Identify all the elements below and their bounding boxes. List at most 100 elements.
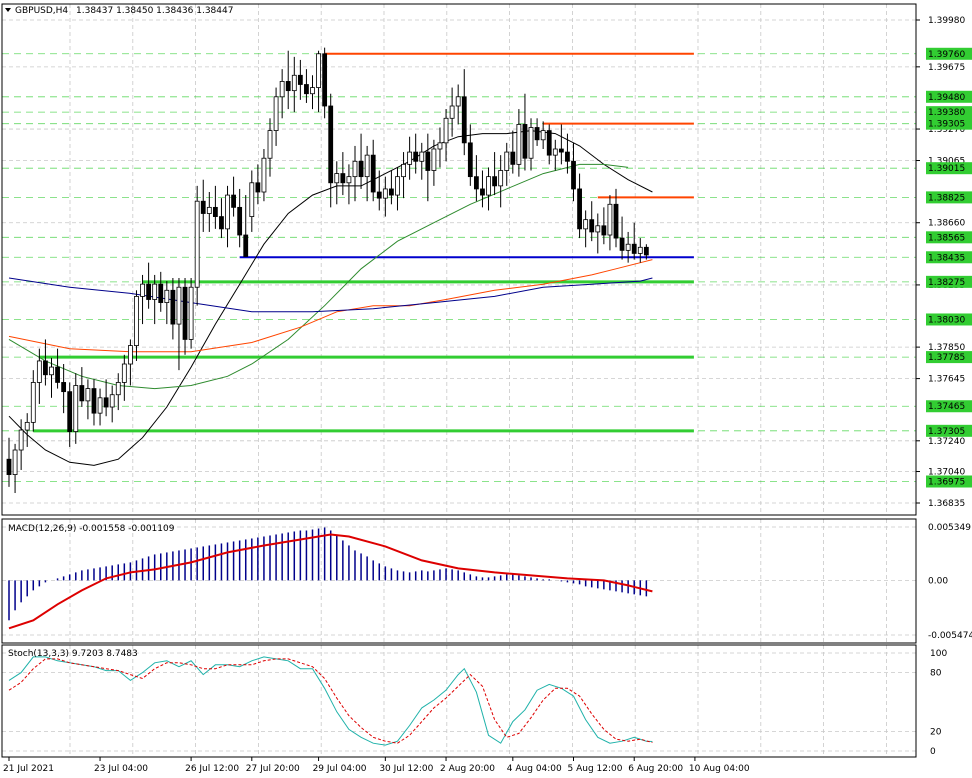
level-price-tag xyxy=(926,231,972,244)
candle-body xyxy=(401,163,406,178)
price-tick-label: 1.39065 xyxy=(928,157,965,167)
time-tick-label: 21 Jul 2021 xyxy=(3,764,54,774)
candle-body xyxy=(285,81,291,92)
horizontal-levels[interactable] xyxy=(33,52,694,433)
time-tick-label: 29 Jul 04:00 xyxy=(313,764,367,774)
candle-body xyxy=(443,117,449,144)
macd-label: MACD(12,26,9) -0.001558 -0.001109 xyxy=(8,524,175,534)
candle-body xyxy=(6,458,12,475)
candle-body xyxy=(12,449,18,475)
candle-body xyxy=(455,96,461,107)
candle-body xyxy=(322,53,328,107)
level-price-label: 1.39480 xyxy=(928,93,965,103)
candle-body xyxy=(43,360,48,376)
candle-body xyxy=(206,206,212,214)
candle-body xyxy=(267,130,273,159)
symbol-label: GBPUSD,H4 xyxy=(15,6,68,16)
candle-body xyxy=(121,363,127,383)
candle-body xyxy=(134,296,139,346)
candle-body xyxy=(316,53,321,88)
time-tick-label: 27 Jul 20:00 xyxy=(246,764,300,774)
candle-body xyxy=(358,160,364,178)
candle-body xyxy=(237,206,243,236)
candle-body xyxy=(643,246,649,256)
panel-frame xyxy=(1,3,917,516)
level-price-tag xyxy=(926,275,972,288)
candle-body xyxy=(498,170,504,187)
candle-body xyxy=(91,388,97,414)
time-axis: 21 Jul 2021 23 Jul 04:00 26 Jul 12:00 27 Ju… xyxy=(3,757,750,774)
time-tick-label: 6 Aug 20:00 xyxy=(628,764,683,774)
macd-panel xyxy=(8,527,653,630)
candle-body xyxy=(595,225,601,233)
candle-body xyxy=(225,194,230,230)
time-tick-label: 4 Aug 04:00 xyxy=(507,764,562,774)
candle-body xyxy=(619,237,625,251)
level-price-label: 1.37465 xyxy=(928,402,965,412)
price-axis: 1.39980 1.39675 1.39270 1.39065 1.38660 1.382… xyxy=(916,16,972,757)
candle-body xyxy=(376,191,382,199)
candle-body xyxy=(419,151,425,162)
chart-header: GBPUSD,H4 1.38437 1.38450 1.38436 1.3844… xyxy=(5,6,233,16)
candle-body xyxy=(261,157,267,193)
level-price-tag xyxy=(926,313,972,326)
time-tick-label: 26 Jul 12:00 xyxy=(185,764,239,774)
candle-body xyxy=(24,421,30,431)
candle-body xyxy=(467,142,473,178)
candle-body xyxy=(291,74,297,92)
candle-body xyxy=(613,203,619,239)
panel-frame xyxy=(1,518,917,644)
candle-body xyxy=(346,176,352,184)
time-tick-label: 30 Jul 12:00 xyxy=(379,764,433,774)
level-price-tag xyxy=(926,251,972,264)
dropdown-triangle-icon[interactable] xyxy=(5,8,11,12)
candle-body xyxy=(486,176,491,196)
time-tick-label: 2 Aug 20:00 xyxy=(440,764,495,774)
level-price-label: 1.37785 xyxy=(928,353,965,363)
panel-frame xyxy=(1,644,917,758)
level-price-tag xyxy=(926,475,972,488)
level-price-tag xyxy=(926,162,972,175)
moving-average-line xyxy=(8,277,653,313)
candle-body xyxy=(552,148,558,156)
candle-body xyxy=(431,148,437,171)
level-price-label: 1.37305 xyxy=(928,427,965,437)
candle-body xyxy=(304,84,309,95)
candle-body xyxy=(577,188,582,230)
candle-body xyxy=(279,81,285,98)
stochastic-panel xyxy=(8,656,653,746)
candle-body xyxy=(637,246,643,254)
candle-body xyxy=(413,151,419,162)
candle-body xyxy=(310,87,315,95)
candle-body xyxy=(473,176,479,190)
level-price-tag xyxy=(926,351,972,364)
candle-body xyxy=(49,366,54,376)
level-price-label: 1.38825 xyxy=(928,193,965,203)
candle-body xyxy=(625,243,631,251)
price-tick-label: 1.38660 xyxy=(928,219,965,229)
candle-body xyxy=(565,151,570,162)
candle-body xyxy=(30,382,36,423)
candle-body xyxy=(437,142,443,150)
candle-body xyxy=(589,219,595,233)
candle-body xyxy=(571,160,576,190)
level-price-tag xyxy=(926,117,972,130)
level-price-label: 1.38030 xyxy=(928,315,965,325)
candle-body xyxy=(425,151,431,171)
candle-body xyxy=(389,188,394,196)
candle-body xyxy=(109,394,115,408)
candle-body xyxy=(395,176,400,196)
candle-body xyxy=(340,173,346,184)
panel-frames xyxy=(1,3,917,758)
level-price-label: 1.36975 xyxy=(928,477,965,487)
candle-body xyxy=(79,385,85,402)
candle-body xyxy=(407,151,413,165)
time-tick-label: 5 Aug 12:00 xyxy=(568,764,623,774)
candle-body xyxy=(146,283,152,300)
candle-body xyxy=(297,74,303,85)
candle-body xyxy=(370,154,376,193)
price-tick-label: 1.36835 xyxy=(928,499,965,509)
candle-body xyxy=(540,130,546,141)
